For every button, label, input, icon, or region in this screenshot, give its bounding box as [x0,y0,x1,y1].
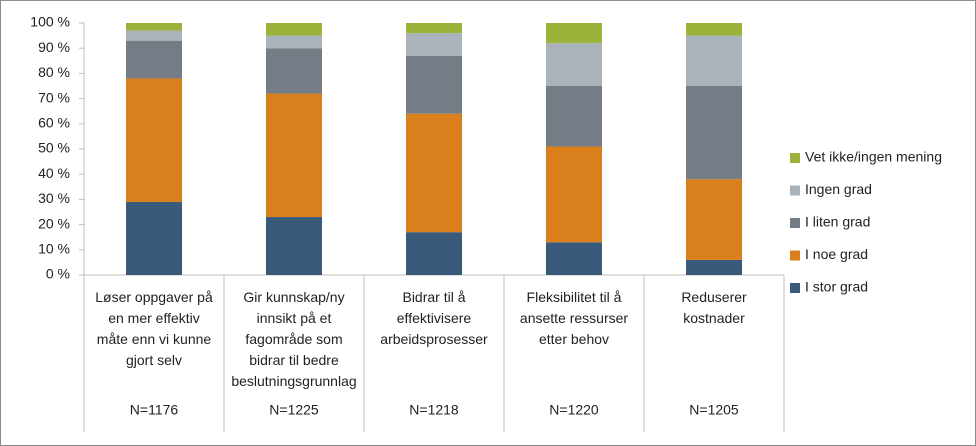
legend-swatch [790,218,800,228]
y-tick-label: 30 % [38,190,70,206]
legend-label: I stor grad [805,279,868,295]
n-label: N=1225 [269,402,319,418]
bar-segment [686,35,742,86]
x-tick-label-line: Gir kunnskap/ny [243,289,344,305]
x-tick-label-line: Reduserer [681,289,747,305]
bar-segment [266,93,322,218]
bar-segment [406,55,462,114]
x-tick-label-line: gjort selv [126,352,182,368]
bar-segment [266,35,322,49]
y-tick-label: 90 % [38,39,70,55]
bar-segment [266,23,322,36]
legend-swatch [790,283,800,293]
y-tick-label: 40 % [38,165,70,181]
y-tick-label: 80 % [38,64,70,80]
bar-segment [406,232,462,275]
x-tick-label-line: en mer effektiv [108,310,200,326]
bar-segment [546,242,602,275]
bar-segment [126,78,182,202]
bar-segment [126,23,182,31]
x-tick-label-line: måte enn vi kunne [97,331,212,347]
bar-segment [126,30,182,41]
legend-swatch [790,250,800,261]
bar-segment [686,179,742,260]
y-tick-label: 50 % [38,140,70,156]
bar-segment [686,259,742,275]
bar-segment [546,146,602,243]
x-tick-label: Bidrar til å effektivisere arbeidsprosesse… [380,289,488,347]
y-tick-label: 20 % [38,215,70,231]
legend-label: I noe grad [805,246,868,262]
x-tick-label-line: Bidrar til å [402,289,465,305]
n-label: N=1220 [549,402,599,418]
bar-segment [686,86,742,180]
y-tick-label: 0 % [46,266,70,282]
x-tick-label: Fleksibilitet til å ansette ressurser ette… [520,289,628,347]
bar-segment [546,43,602,86]
x-tick-label-line: etter behov [539,331,609,347]
x-tick-label-line: kostnader [683,310,745,326]
x-tick-label: Gir kunnskap/ny innsikt på et fagområde so… [231,289,356,389]
bar-segment [406,113,462,233]
x-tick-label-line: Løser oppgaver på [95,289,213,305]
legend-swatch [790,185,800,196]
n-label: N=1218 [409,402,459,418]
bar-segment [266,217,322,275]
x-tick-label-line: bidrar til bedre [249,352,339,368]
n-label: N=1205 [689,402,739,418]
legend-label: Vet ikke/ingen mening [805,149,942,165]
bar-segment [546,86,602,147]
y-tick-label: 100 % [30,14,70,30]
legend-swatch [790,153,800,163]
x-tick-label-line: beslutningsgrunnlag [231,373,356,389]
bar-segment [126,201,182,275]
y-tick-label: 70 % [38,89,70,105]
x-tick-label-line: innsikt på et [257,310,332,326]
bar-segment [266,48,322,94]
legend-label: I liten grad [805,214,870,230]
x-tick-label-line: arbeidsprosesser [380,331,488,347]
x-tick-label-line: Fleksibilitet til å [527,289,622,305]
bar-segment [546,23,602,44]
bar-segment [126,40,182,79]
legend-label: Ingen grad [805,181,872,197]
y-tick-label: 10 % [38,241,70,257]
x-tick-label-line: fagområde som [245,331,342,347]
x-tick-label-line: ansette ressurser [520,310,628,326]
bar-segment [406,33,462,56]
n-label: N=1176 [130,402,179,418]
x-tick-label: Løser oppgaver på en mer effektiv måte enn… [95,289,213,368]
bar-segment [406,23,462,34]
y-tick-label: 60 % [38,115,70,131]
x-tick-label: Reduserer kostnader [681,289,747,326]
bar-segment [686,23,742,36]
x-tick-label-line: effektivisere [397,310,472,326]
